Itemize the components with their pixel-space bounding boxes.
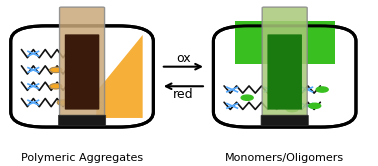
Circle shape [316,87,328,92]
Text: Polymeric Aggregates: Polymeric Aggregates [21,153,143,163]
Circle shape [87,100,99,105]
Text: ox: ox [176,52,191,65]
Circle shape [50,67,62,73]
Circle shape [50,84,62,89]
Circle shape [241,95,253,100]
FancyBboxPatch shape [262,7,307,123]
FancyBboxPatch shape [11,26,153,127]
FancyBboxPatch shape [261,115,308,126]
Circle shape [57,100,69,105]
Text: Monomers/Oligomers: Monomers/Oligomers [225,153,344,163]
FancyBboxPatch shape [214,26,356,127]
Circle shape [279,95,291,100]
Circle shape [286,107,298,112]
FancyBboxPatch shape [235,21,335,64]
FancyBboxPatch shape [267,34,302,110]
Polygon shape [96,35,143,118]
FancyBboxPatch shape [65,34,99,110]
Circle shape [309,103,321,108]
Text: red: red [173,88,194,101]
FancyBboxPatch shape [59,115,106,126]
FancyBboxPatch shape [60,7,105,123]
